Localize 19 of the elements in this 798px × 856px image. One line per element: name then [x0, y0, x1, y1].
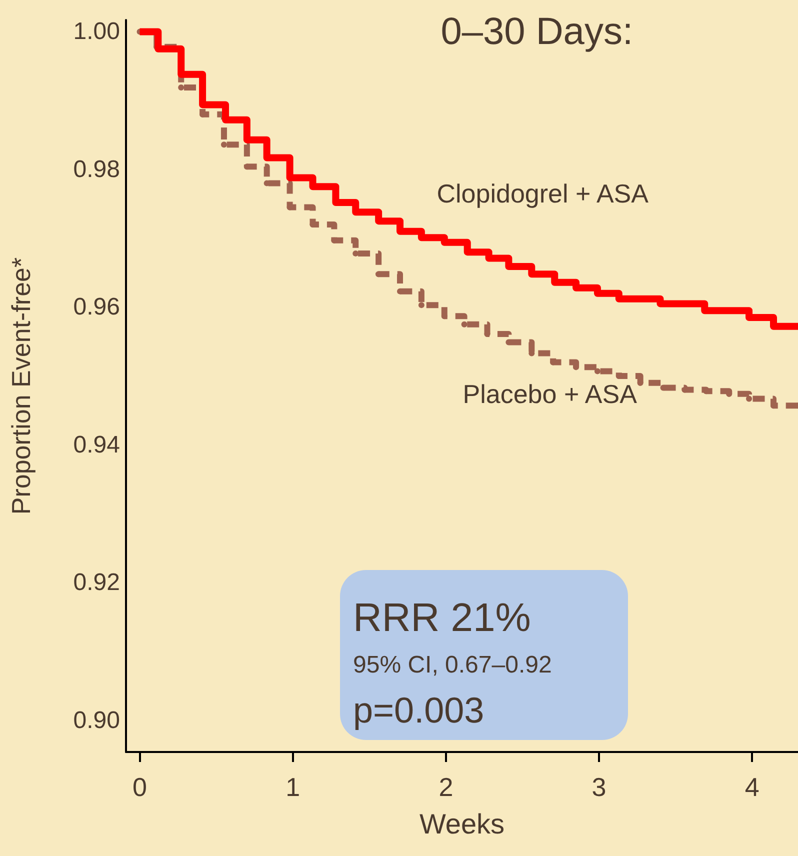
y-tick-label: 0.96 [73, 294, 120, 321]
x-axis-title: Weeks [419, 808, 505, 840]
x-tick-label: 2 [438, 772, 454, 802]
x-tick-label: 1 [286, 772, 300, 802]
series-label: Placebo + ASA [462, 378, 638, 409]
y-tick-label: 0.98 [73, 156, 120, 183]
chart-title: 0–30 Days: [440, 11, 634, 53]
x-tick-label: 3 [592, 772, 606, 802]
y-tick-label: 0.90 [73, 706, 120, 734]
y-tick-label: 1.00 [73, 18, 120, 46]
y-axis-title: Proportion Event-free* [6, 257, 36, 515]
x-tick-label: 0 [132, 772, 148, 802]
y-tick-label: 0.94 [73, 431, 120, 458]
annotation: RRR 21% [353, 596, 531, 640]
annotation: 95% CI, 0.67–0.92 [353, 652, 552, 678]
x-tick-label: 4 [744, 772, 760, 802]
y-tick-label: 0.92 [73, 569, 120, 596]
annotation: p=0.003 [353, 690, 484, 730]
series-label: Clopidogrel + ASA [436, 178, 650, 209]
